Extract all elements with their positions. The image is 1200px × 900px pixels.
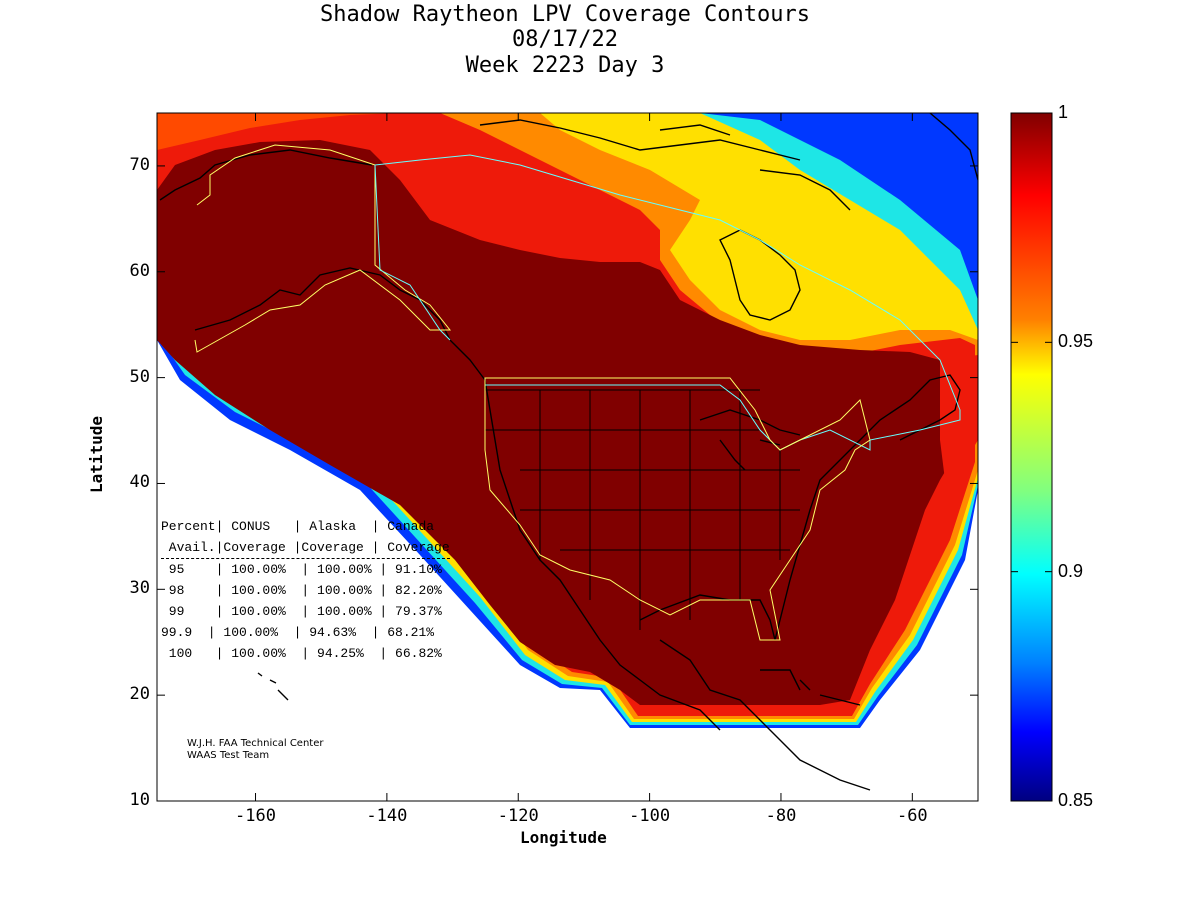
credit-line-1: W.J.H. FAA Technical Center [187, 738, 324, 749]
colorbar-tick-marks [1011, 112, 1052, 802]
canada-fir-boundary [374, 154, 961, 451]
credit-block: W.J.H. FAA Technical Center WAAS Test Te… [187, 738, 323, 762]
alaska-fir-boundary [194, 144, 452, 353]
state-borders [485, 389, 800, 630]
colorbar-tick-label: 0.95 [1058, 331, 1094, 352]
plot-frame [156, 112, 979, 802]
contour-dark-red [157, 140, 955, 705]
contour-ne-red [940, 355, 978, 480]
table-header-row: Avail.|Coverage |Coverage | Coverage [161, 537, 450, 559]
title-line-2: 08/17/22 [512, 27, 618, 52]
y-tick-label: 30 [129, 578, 150, 599]
title-line-1: Shadow Raytheon LPV Coverage Contours [319, 2, 811, 27]
x-tick-label: -80 [765, 806, 797, 826]
greenland-coast [929, 113, 978, 181]
table-row: 99.9 | 100.00% | 94.63% | 68.21% [161, 625, 435, 640]
y-axis-label: Latitude [87, 415, 107, 494]
coastlines [159, 113, 978, 791]
title-line-3: Week 2223 Day 3 [465, 53, 665, 78]
table-header-row: Percent| CONUS | Alaska | Canada [161, 519, 435, 534]
x-tick-label: -160 [235, 806, 276, 826]
fir-boundaries [194, 144, 961, 641]
conus-fir-boundary [484, 377, 871, 641]
x-tick-label: -140 [366, 806, 408, 826]
x-axis-label: Longitude [520, 828, 607, 847]
y-tick-label: 40 [129, 472, 150, 493]
x-tick-label: -100 [629, 806, 671, 826]
x-tick-marks [255, 113, 913, 801]
y-tick-label: 70 [129, 154, 150, 175]
table-row: 100 | 100.00% | 94.25% | 66.82% [161, 646, 442, 661]
colorbar-tick-label: 0.9 [1058, 560, 1084, 581]
table-row: 99 | 100.00% | 100.00% | 79.37% [161, 604, 442, 619]
y-tick-label: 50 [129, 366, 150, 387]
arctic-islands [479, 119, 851, 211]
y-tick-marks [157, 165, 978, 802]
y-tick-label: 20 [129, 684, 150, 705]
caribbean-islands [799, 679, 861, 706]
coverage-table: Percent| CONUS | Alaska | Canada Avail.|… [161, 516, 450, 664]
hawaii-islands [257, 672, 289, 701]
colorbar [1010, 112, 1053, 802]
colorbar-tick-label: 1 [1058, 102, 1069, 122]
x-tick-label: -60 [896, 806, 928, 826]
y-tick-label: 60 [129, 260, 150, 281]
coverage-contours [157, 113, 978, 728]
table-row: 95 | 100.00% | 100.00% | 91.10% [161, 562, 442, 577]
credit-line-2: WAAS Test Team [187, 750, 270, 761]
mexico-coast [659, 639, 871, 791]
colorbar-tick-label: 0.85 [1058, 790, 1094, 810]
x-tick-label: -120 [497, 806, 539, 826]
contour-orange-red [157, 113, 400, 150]
y-tick-label: 10 [129, 790, 150, 810]
table-row: 98 | 100.00% | 100.00% | 82.20% [161, 583, 442, 598]
